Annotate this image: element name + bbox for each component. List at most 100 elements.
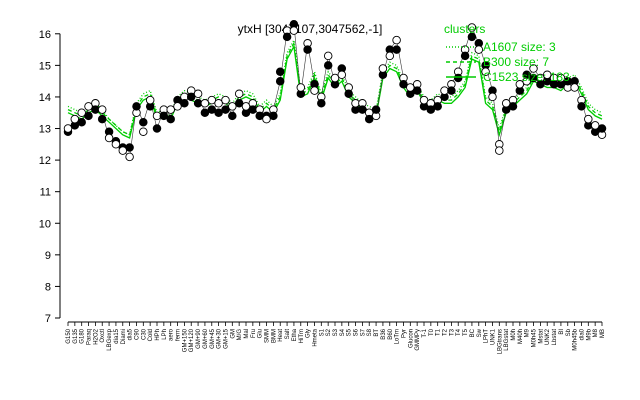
x-tick-label: S7 [360, 328, 366, 336]
data-point-filled [77, 117, 86, 127]
x-tick-label: Fru [251, 329, 257, 338]
x-tick-label: aero [169, 328, 175, 341]
data-point-filled [597, 124, 607, 133]
x-tick-label: Oxctl [100, 329, 106, 343]
y-tick-label: 8 [45, 281, 51, 293]
x-tick-label: dia15 [114, 328, 120, 343]
data-point-open [474, 45, 484, 54]
data-point-open [310, 86, 319, 95]
data-point-filled [453, 73, 463, 83]
x-tick-label: LoTm [395, 329, 401, 344]
data-point-filled [200, 108, 210, 117]
x-tick-label: M9 [525, 328, 531, 337]
x-tick-label: Paraq [87, 329, 93, 345]
x-tick-label: BT [374, 329, 380, 337]
data-point-filled [282, 32, 292, 42]
data-point-open [501, 99, 511, 108]
data-point-filled [275, 76, 285, 86]
x-tick-label: M0h45b [573, 328, 579, 350]
x-tick-label: GM+60 [203, 328, 209, 349]
data-point-filled [536, 80, 545, 89]
x-tick-label: BMM [271, 329, 277, 343]
x-tick-label: T-1 [422, 328, 428, 337]
x-tick-label: T4 [456, 328, 462, 336]
data-point-filled [159, 111, 169, 121]
data-point-filled [317, 99, 326, 108]
data-point-open [323, 51, 333, 61]
data-point-open [200, 99, 210, 108]
x-tick-label: HPh [155, 329, 161, 341]
x-tick-label: T3 [449, 328, 455, 336]
data-point-open [481, 67, 490, 76]
data-point-open [207, 95, 217, 105]
y-tick-label: 12 [39, 155, 51, 167]
data-point-open [406, 83, 415, 92]
data-point-open [529, 64, 538, 73]
x-tick-label: GM+120 [189, 328, 195, 352]
x-axis: G150 G135 G180 Paraq H2O2 Oxctl LBGexp dia15 Dia… [66, 321, 606, 354]
x-tick-label: G180 [80, 328, 86, 343]
y-tick-label: 16 [39, 29, 51, 41]
x-tick-label: BC [470, 328, 476, 337]
data-point-filled [125, 143, 134, 152]
x-tick-label: GM+150 [182, 328, 188, 352]
data-point-open [542, 70, 552, 80]
x-tick-label: LBGstat [504, 329, 510, 351]
y-tick-label: 9 [45, 250, 51, 262]
data-point-filled [412, 86, 422, 95]
x-tick-label: Cold [148, 329, 154, 341]
data-point-open [84, 102, 93, 111]
data-point-open [166, 105, 175, 114]
data-point-open [70, 114, 80, 124]
data-point-open [488, 92, 497, 102]
x-tick-label: GM+30 [217, 328, 223, 349]
data-point-open [173, 102, 182, 111]
data-point-filled [166, 114, 175, 124]
x-tick-label: M0h45 [532, 328, 538, 347]
data-point-open [584, 114, 593, 124]
legend-title: clusters [444, 22, 485, 36]
x-tick-label: GM [230, 329, 236, 339]
data-point-open [241, 102, 251, 111]
x-tick-label: S6 [354, 328, 360, 336]
x-tick-label: M40h [518, 329, 524, 344]
x-tick-label: Mal [244, 329, 250, 339]
x-tick-label: MB [600, 329, 606, 338]
data-point-open [570, 83, 579, 92]
data-point-open [515, 80, 525, 89]
data-point-filled [234, 99, 244, 108]
y-tick-label: 13 [39, 124, 51, 136]
data-point-open [193, 89, 203, 99]
x-tick-label: S5 [347, 328, 353, 336]
data-point-filled [344, 89, 353, 99]
x-tick-label: Heat [278, 329, 284, 342]
data-point-open [378, 64, 388, 73]
x-tick-label: C90 [134, 328, 140, 340]
x-tick-label: Glu [258, 329, 264, 338]
x-tick-label: UNK1 [490, 328, 496, 345]
x-tick-label: M8 [593, 328, 599, 337]
x-tick-label: C30 [141, 328, 147, 340]
x-tick-label: Salt [285, 329, 291, 340]
data-point-filled [228, 111, 237, 121]
x-tick-label: M0h [511, 329, 517, 341]
x-tick-label: SMM [265, 329, 271, 343]
x-tick-label: dia5 [128, 328, 134, 340]
y-tick-label: 11 [40, 187, 51, 199]
data-point-filled [180, 99, 189, 108]
x-tick-label: BI [559, 329, 565, 335]
x-tick-label: S4 [340, 328, 346, 336]
data-point-filled [426, 105, 436, 114]
x-tick-label: GMMPy [415, 329, 421, 351]
data-point-filled [186, 92, 196, 102]
data-point-open [234, 89, 244, 99]
x-tick-label: S1 [319, 328, 325, 336]
data-point-open [296, 83, 306, 92]
data-point-open [289, 26, 299, 35]
data-point-open [337, 70, 347, 80]
data-point-open [556, 73, 566, 83]
x-tick-label: Sb [566, 328, 572, 336]
x-tick-label: M9b [586, 328, 592, 340]
data-point-filled [221, 105, 230, 114]
